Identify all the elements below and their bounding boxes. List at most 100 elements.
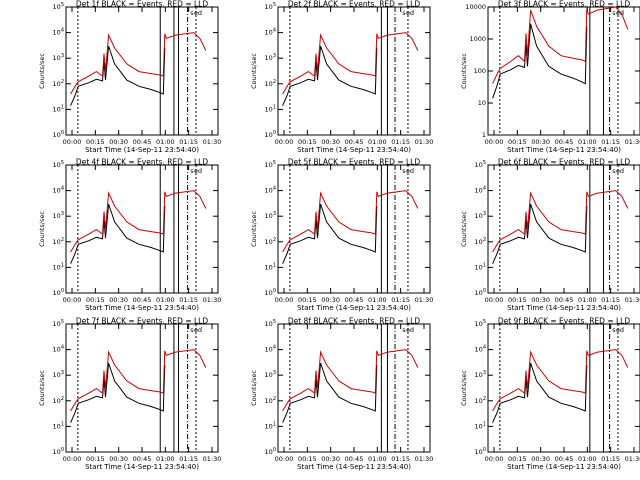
marker-label: d bbox=[198, 326, 202, 334]
y-tick-label: 104 bbox=[53, 186, 64, 195]
y-axis-label: Counts/sec bbox=[460, 370, 468, 406]
marker-label: e bbox=[194, 167, 198, 175]
panel-title: Det 2f BLACK = Events, RED = LLD bbox=[288, 0, 421, 9]
detector-panel-3: Det 3f BLACK = Events, RED = LLD 1 10 100 10… bbox=[460, 0, 640, 154]
plot-frame bbox=[487, 6, 640, 136]
lld-series-line bbox=[282, 190, 419, 253]
panel-title: Det 5f BLACK = Events, RED = LLD bbox=[288, 158, 421, 167]
x-tick-label: 00:15 bbox=[298, 296, 317, 304]
y-tick-label: 104 bbox=[265, 345, 276, 354]
x-tick-label: 00:15 bbox=[508, 138, 527, 146]
marker-label: s bbox=[612, 326, 616, 334]
y-tick-label: 101 bbox=[265, 104, 276, 113]
y-tick-label: 103 bbox=[475, 211, 486, 220]
y-tick-label: 101 bbox=[265, 262, 276, 271]
x-tick-label: 00:15 bbox=[86, 296, 105, 304]
y-tick-label: 100 bbox=[265, 288, 276, 297]
x-tick-label: 00:30 bbox=[321, 296, 340, 304]
marker-label: s bbox=[402, 9, 406, 17]
marker-label: d bbox=[410, 326, 414, 334]
y-axis-label: Counts/sec bbox=[460, 211, 468, 247]
y-tick-label: 105 bbox=[265, 319, 276, 328]
y-tick-label: 104 bbox=[53, 345, 64, 354]
marker-label: s bbox=[190, 326, 194, 334]
y-axis-label: Counts/sec bbox=[38, 211, 46, 247]
marker-label: s bbox=[402, 167, 406, 175]
events-series-line bbox=[282, 45, 378, 106]
x-tick-label: 01:30 bbox=[415, 138, 434, 146]
y-axis-label: Counts/sec bbox=[250, 53, 258, 89]
y-tick-label: 100 bbox=[265, 130, 276, 139]
marker-label: s bbox=[402, 326, 406, 334]
x-tick-label: 01:30 bbox=[203, 455, 222, 463]
panel-title: Det 8f BLACK = Events, RED = LLD bbox=[288, 317, 421, 326]
plot-frame bbox=[65, 6, 219, 136]
y-tick-label: 101 bbox=[53, 104, 64, 113]
x-tick-label: 00:45 bbox=[345, 138, 364, 146]
y-tick-label: 102 bbox=[53, 396, 64, 405]
y-tick-label: 102 bbox=[475, 396, 486, 405]
x-tick-label: 00:45 bbox=[345, 296, 364, 304]
marker-label: d bbox=[620, 167, 624, 175]
y-tick-label: 100 bbox=[474, 67, 486, 75]
x-tick-label: 01:00 bbox=[368, 296, 387, 304]
events-series-line bbox=[492, 362, 588, 423]
x-tick-label: 00:30 bbox=[109, 138, 128, 146]
x-tick-label: 01:15 bbox=[391, 138, 410, 146]
x-tick-label: 01:30 bbox=[203, 296, 222, 304]
lld-series-line bbox=[70, 32, 207, 95]
y-tick-label: 1 bbox=[482, 131, 486, 139]
y-tick-label: 102 bbox=[265, 79, 276, 88]
lld-series-line bbox=[282, 349, 419, 412]
marker-label: e bbox=[406, 9, 410, 17]
plot-frame bbox=[277, 323, 431, 453]
y-tick-label: 103 bbox=[475, 370, 486, 379]
x-tick-label: 01:15 bbox=[391, 455, 410, 463]
marker-label: d bbox=[620, 326, 624, 334]
plot-frame bbox=[277, 6, 431, 136]
x-tick-label: 01:00 bbox=[368, 138, 387, 146]
x-tick-label: 00:00 bbox=[63, 455, 82, 463]
x-tick-label: 00:30 bbox=[531, 296, 550, 304]
events-series-line bbox=[282, 203, 378, 264]
lld-series-line bbox=[492, 349, 629, 412]
x-tick-label: 01:30 bbox=[203, 138, 222, 146]
y-tick-label: 101 bbox=[475, 421, 486, 430]
y-tick-label: 10 bbox=[478, 99, 486, 107]
events-series-line bbox=[70, 362, 166, 423]
x-tick-label: 00:00 bbox=[275, 296, 294, 304]
y-tick-label: 102 bbox=[475, 237, 486, 246]
y-axis-label: Counts/sec bbox=[250, 211, 258, 247]
x-axis-label: Start Time (14-Sep-11 23:54:40) bbox=[297, 146, 411, 154]
lld-series-line bbox=[70, 349, 207, 412]
marker-label: e bbox=[406, 167, 410, 175]
detector-panel-1: Det 1f BLACK = Events, RED = LLD 100 101 10… bbox=[38, 0, 221, 154]
x-tick-label: 01:15 bbox=[601, 455, 620, 463]
marker-label: s bbox=[612, 9, 616, 17]
y-tick-label: 103 bbox=[53, 370, 64, 379]
x-axis-label: Start Time (14-Sep-11 23:54:40) bbox=[507, 304, 621, 312]
x-tick-label: 00:15 bbox=[86, 455, 105, 463]
y-tick-label: 1000 bbox=[469, 35, 486, 43]
x-tick-label: 00:15 bbox=[508, 455, 527, 463]
y-tick-label: 10000 bbox=[465, 3, 486, 11]
marker-label: s bbox=[190, 9, 194, 17]
detector-panel-6: Det 6f BLACK = Events, RED = LLD 100 101 10… bbox=[460, 158, 640, 312]
x-axis-label: Start Time (14-Sep-11 23:54:40) bbox=[297, 304, 411, 312]
x-tick-label: 01:15 bbox=[391, 296, 410, 304]
x-tick-label: 00:45 bbox=[133, 138, 152, 146]
marker-label: s bbox=[190, 167, 194, 175]
detector-panel-5: Det 5f BLACK = Events, RED = LLD 100 101 10… bbox=[250, 158, 433, 313]
x-tick-label: 00:45 bbox=[133, 455, 152, 463]
x-tick-label: 00:15 bbox=[298, 455, 317, 463]
y-tick-label: 100 bbox=[53, 130, 64, 139]
x-tick-label: 00:15 bbox=[86, 138, 105, 146]
y-tick-label: 105 bbox=[53, 160, 64, 169]
plot-frame bbox=[65, 164, 219, 294]
x-axis-label: Start Time (14-Sep-11 23:54:40) bbox=[85, 304, 199, 312]
x-axis-label: Start Time (14-Sep-11 23:54:40) bbox=[85, 146, 199, 154]
x-axis-label: Start Time (14-Sep-11 23:54:40) bbox=[507, 146, 621, 154]
y-tick-label: 105 bbox=[53, 2, 64, 11]
x-tick-label: 00:00 bbox=[275, 138, 294, 146]
marker-label: d bbox=[410, 167, 414, 175]
